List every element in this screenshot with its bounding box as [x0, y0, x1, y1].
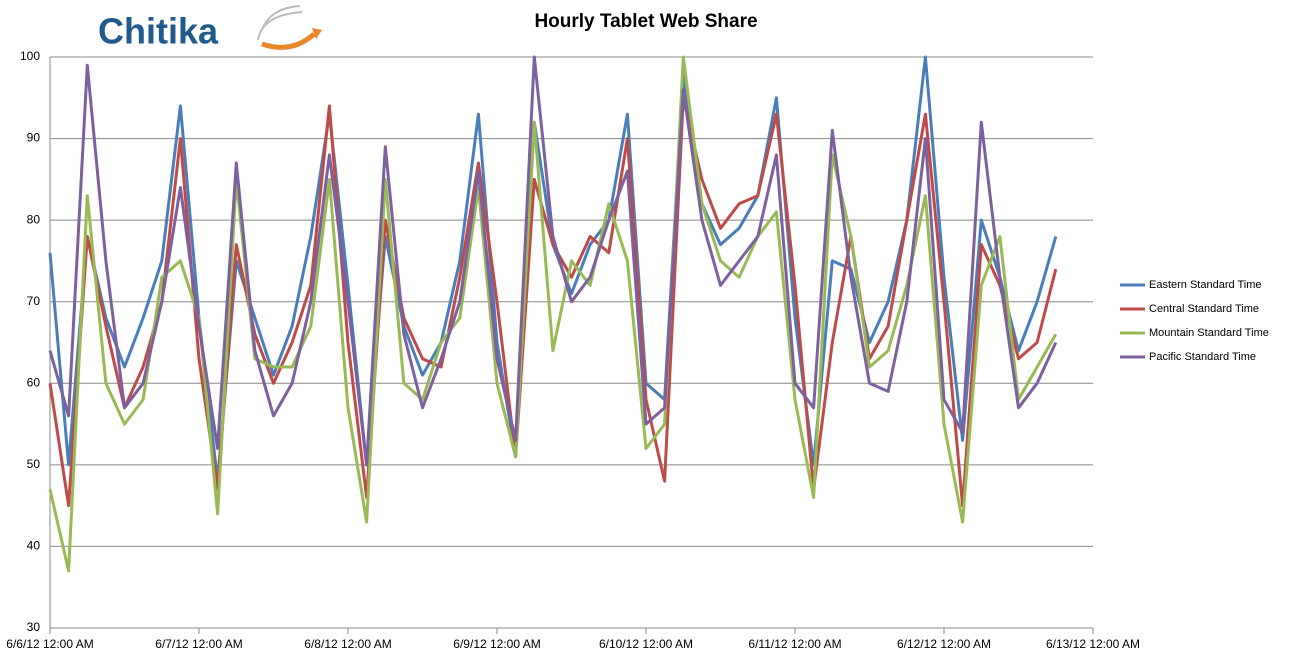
logo-swoosh	[257, 5, 319, 49]
series-line	[48, 55, 1058, 467]
series-line	[48, 55, 1058, 573]
chart-title: Hourly Tablet Web Share	[534, 11, 757, 32]
y-tick-label: 60	[27, 375, 41, 389]
x-tick-label: 6/10/12 12:00 AM	[599, 637, 693, 651]
logo: Chitika	[98, 5, 322, 52]
logo-text: Chitika	[98, 11, 219, 52]
y-tick-label: 100	[20, 49, 40, 63]
x-tick-label: 6/8/12 12:00 AM	[304, 637, 391, 651]
y-tick-label: 90	[27, 131, 41, 145]
legend-label: Pacific Standard Time	[1149, 351, 1256, 363]
x-tick-label: 6/11/12 12:00 AM	[748, 637, 841, 651]
logo-arrow	[261, 32, 316, 50]
legend: Eastern Standard Time Central Standard Ti…	[1120, 279, 1269, 363]
x-tick-label: 6/13/12 12:00 AM	[1046, 637, 1140, 651]
x-tick-label: 6/6/12 12:00 AM	[6, 637, 93, 651]
series-line	[48, 55, 1058, 483]
legend-label: Eastern Standard Time	[1149, 279, 1262, 291]
y-tick-label: 70	[27, 294, 41, 308]
y-tick-label: 30	[27, 620, 41, 634]
x-tick-label: 6/7/12 12:00 AM	[155, 637, 242, 651]
legend-label: Central Standard Time	[1149, 303, 1259, 315]
y-tick-label: 80	[27, 212, 41, 226]
legend-label: Mountain Standard Time	[1149, 327, 1269, 339]
y-tick-label: 40	[27, 539, 41, 553]
x-tick-label: 6/12/12 12:00 AM	[897, 637, 991, 651]
logo-arrowhead	[312, 28, 322, 39]
y-tick-label: 50	[27, 457, 41, 471]
x-tick-label: 6/9/12 12:00 AM	[453, 637, 540, 651]
